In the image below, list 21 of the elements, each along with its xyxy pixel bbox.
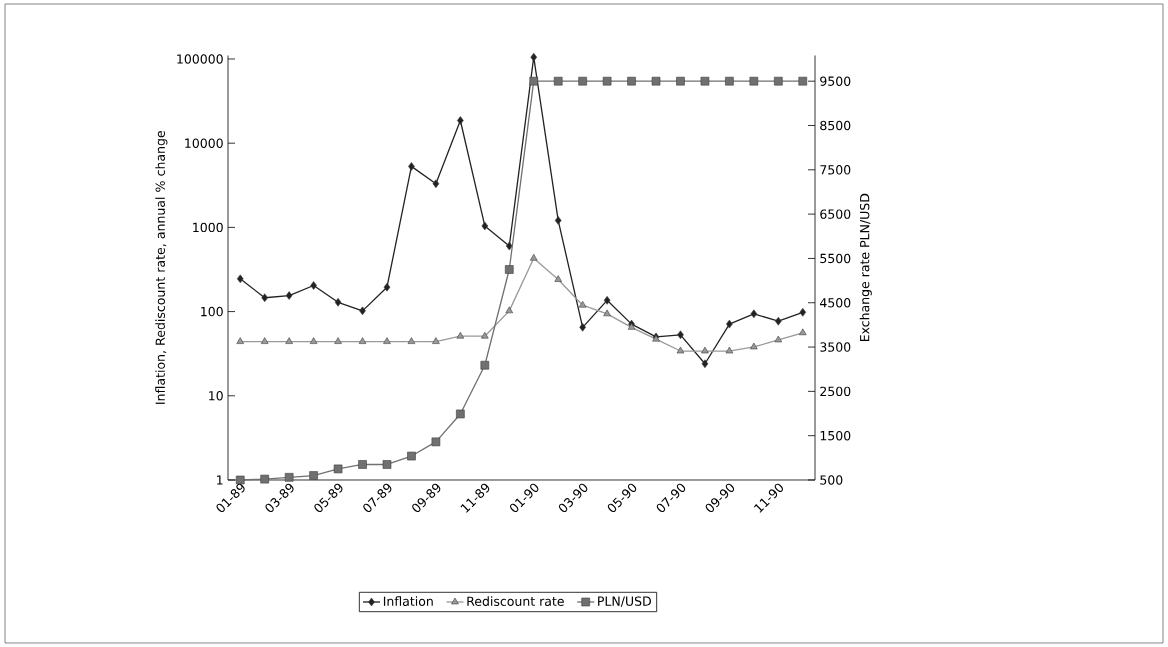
y-tick-label: 1000	[193, 222, 223, 233]
legend-label: Inflation	[383, 596, 433, 606]
y-tick-label: 10000	[185, 138, 223, 148]
y-tick-label: 1	[217, 475, 223, 485]
y2-tick-label: 1500	[820, 430, 851, 441]
y2-tick-label: 5500	[820, 253, 851, 264]
y-tick-label: 100	[201, 306, 223, 317]
legend-label: Rediscount rate	[467, 596, 564, 606]
y2-tick-label: 2500	[820, 386, 851, 397]
y2-tick-label: 9500	[820, 76, 851, 86]
legend-label: PLN/USD	[598, 596, 651, 607]
y2-tick-label: 500	[820, 475, 843, 485]
y2-tick-label: 8500	[820, 120, 851, 131]
y2-tick-label: 7500	[820, 165, 851, 175]
y2-tick-label: 4500	[819, 298, 851, 308]
y2-tick-label: 6500	[820, 209, 851, 219]
y-tick-label: 10	[209, 391, 223, 401]
y-axis-title: Inflation, Rediscount rate, annual % change	[155, 131, 168, 404]
y-tick-label: 100000	[177, 54, 223, 64]
y2-axis-title: Exchange rate PLN/USD	[859, 193, 872, 342]
y2-tick-label: 3500	[820, 342, 851, 352]
